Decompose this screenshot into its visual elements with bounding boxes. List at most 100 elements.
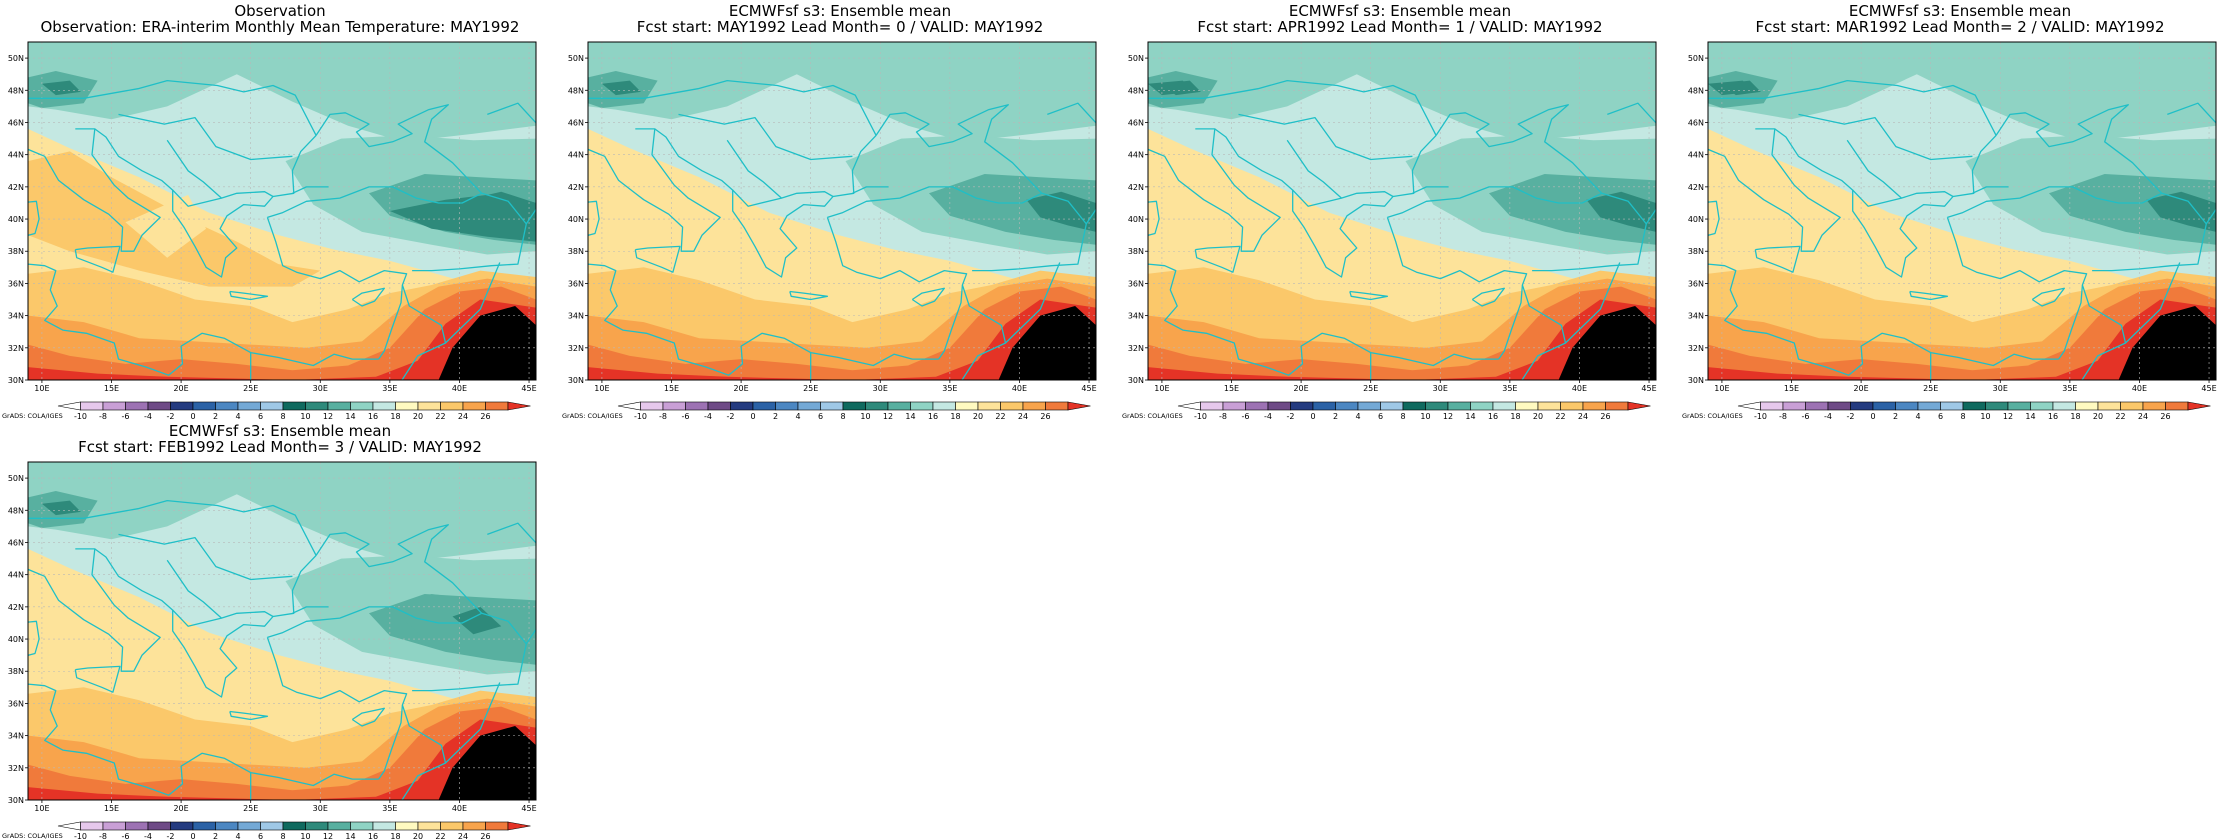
lon-tick-label: 45E xyxy=(521,384,536,393)
map-panel-lead-0: ECMWFsf s3: Ensemble mean Fcst start: MAY… xyxy=(560,0,1120,420)
contour-zone xyxy=(2146,191,2216,232)
colorbar-swatch xyxy=(1782,401,1806,411)
colorbar-label: 6 xyxy=(1378,412,1383,420)
colorbar-label: -8 xyxy=(99,832,107,840)
lat-tick-label: 36N xyxy=(1688,279,1704,288)
colorbar-swatch xyxy=(1872,401,1896,411)
lon-tick-label: 20E xyxy=(1293,384,1308,393)
lon-tick-label: 45E xyxy=(521,804,536,813)
colorbar-label: 26 xyxy=(480,832,490,840)
colorbar-swatch xyxy=(2165,401,2189,411)
colorbar-swatch xyxy=(2097,401,2121,411)
lon-tick-label: 15E xyxy=(664,384,679,393)
lat-tick-label: 36N xyxy=(1128,279,1144,288)
lon-tick-label: 40E xyxy=(452,384,467,393)
colorbar-label: 10 xyxy=(300,832,310,840)
colorbar-label: 12 xyxy=(1443,412,1453,420)
colorbar-label: -10 xyxy=(1194,412,1207,420)
lat-tick-label: 38N xyxy=(1688,247,1704,256)
colorbar-swatch xyxy=(1470,401,1494,411)
colorbar-swatch xyxy=(237,821,261,831)
colorbar-swatch xyxy=(1267,401,1291,411)
colorbar-swatch xyxy=(395,401,419,411)
colorbar-swatch xyxy=(1000,401,1024,411)
colorbar-swatch xyxy=(1827,401,1851,411)
contour-zone xyxy=(28,286,536,380)
colorbar-swatch xyxy=(417,401,441,411)
colorbar-label: 16 xyxy=(368,412,378,420)
colorbar-label: 26 xyxy=(1600,412,1610,420)
colorbar-swatch xyxy=(372,821,396,831)
lon-tick-label: 40E xyxy=(1572,384,1587,393)
map-panel-observation: Observation Observation: ERA-interim Mont… xyxy=(0,0,560,420)
lon-tick-label: 15E xyxy=(104,384,119,393)
lon-tick-label: 40E xyxy=(2132,384,2147,393)
colorbar-swatch xyxy=(485,401,509,411)
colorbar-label: 6 xyxy=(1938,412,1943,420)
colorbar-swatch xyxy=(1447,401,1471,411)
colorbar-label: 26 xyxy=(2160,412,2170,420)
colorbar-swatch xyxy=(1492,401,1516,411)
temperature-field xyxy=(28,462,536,800)
colorbar-swatch xyxy=(730,401,754,411)
colorbar-swatch xyxy=(1605,401,1629,411)
colorbar-swatch xyxy=(170,401,194,411)
contour-zone xyxy=(1026,191,1096,232)
lat-tick-label: 50N xyxy=(1688,54,1704,63)
map-frame xyxy=(27,461,537,801)
colorbar-label: -4 xyxy=(144,832,152,840)
colorbar-label: -6 xyxy=(682,412,690,420)
colorbar-label: 20 xyxy=(413,832,423,840)
colorbar-label: -6 xyxy=(1802,412,1810,420)
colorbar-label: -8 xyxy=(659,412,667,420)
lon-tick-label: 10E xyxy=(34,384,49,393)
colorbar-label: -10 xyxy=(74,832,87,840)
lat-tick-label: 50N xyxy=(568,54,584,63)
lat-tick-label: 34N xyxy=(1128,312,1144,321)
lon-tick-label: 40E xyxy=(1012,384,1027,393)
colorbar-label: -10 xyxy=(74,412,87,420)
colorbar-label: 22 xyxy=(2115,412,2125,420)
lat-tick-label: 42N xyxy=(568,183,584,192)
colorbar-label: 10 xyxy=(300,412,310,420)
lat-tick-label: 32N xyxy=(1688,344,1704,353)
map-frame xyxy=(1147,41,1657,381)
temperature-field xyxy=(588,42,1096,380)
colorbar: -10 -8 -6 -4 -2 0 2 4 6 8 10 12 14 16 18 20 22 24 26 xyxy=(617,401,1091,420)
panel-title-2: Fcst start: FEB1992 Lead Month= 3 / VALI… xyxy=(78,438,482,456)
colorbar-swatch xyxy=(1022,401,1046,411)
lat-tick-label: 50N xyxy=(8,54,24,63)
colorbar-label: 16 xyxy=(368,832,378,840)
colorbar-label: 0 xyxy=(190,412,195,420)
colorbar-label: -6 xyxy=(1242,412,1250,420)
lon-tick-label: 30E xyxy=(1433,384,1448,393)
colorbar-label: 16 xyxy=(928,412,938,420)
contour-zone xyxy=(1708,286,2216,380)
panel-title-1: Observation xyxy=(234,2,325,20)
contour-zone xyxy=(929,174,1096,245)
lat-tick-label: 34N xyxy=(568,312,584,321)
colorbar-label: 18 xyxy=(2070,412,2080,420)
colorbar: -10 -8 -6 -4 -2 0 2 4 6 8 10 12 14 16 18 20 22 24 26 xyxy=(1737,401,2211,420)
lon-tick-label: 40E xyxy=(452,804,467,813)
grads-credit: GrADS: COLA/IGES xyxy=(2,832,63,840)
contour-zone xyxy=(389,193,536,242)
lat-tick-label: 48N xyxy=(8,86,24,95)
contour-zone xyxy=(588,286,1096,380)
colorbar-label: 18 xyxy=(950,412,960,420)
contour-zone xyxy=(1148,286,1656,380)
colorbar-label: 20 xyxy=(1533,412,1543,420)
temperature-field xyxy=(1708,42,2216,380)
colorbar-swatch xyxy=(640,401,664,411)
contour-zone xyxy=(125,194,207,258)
colorbar: -10 -8 -6 -4 -2 0 2 4 6 8 10 12 14 16 18 20 22 24 26 xyxy=(1177,401,1651,420)
colorbar-swatch xyxy=(865,401,889,411)
lat-tick-label: 50N xyxy=(8,474,24,483)
colorbar-swatch xyxy=(2075,401,2099,411)
lat-tick-label: 38N xyxy=(8,247,24,256)
lon-tick-label: 25E xyxy=(1363,384,1378,393)
colorbar-swatch xyxy=(1335,401,1359,411)
colorbar-swatch xyxy=(102,401,126,411)
colorbar-label: 20 xyxy=(973,412,983,420)
lat-tick-label: 42N xyxy=(8,603,24,612)
